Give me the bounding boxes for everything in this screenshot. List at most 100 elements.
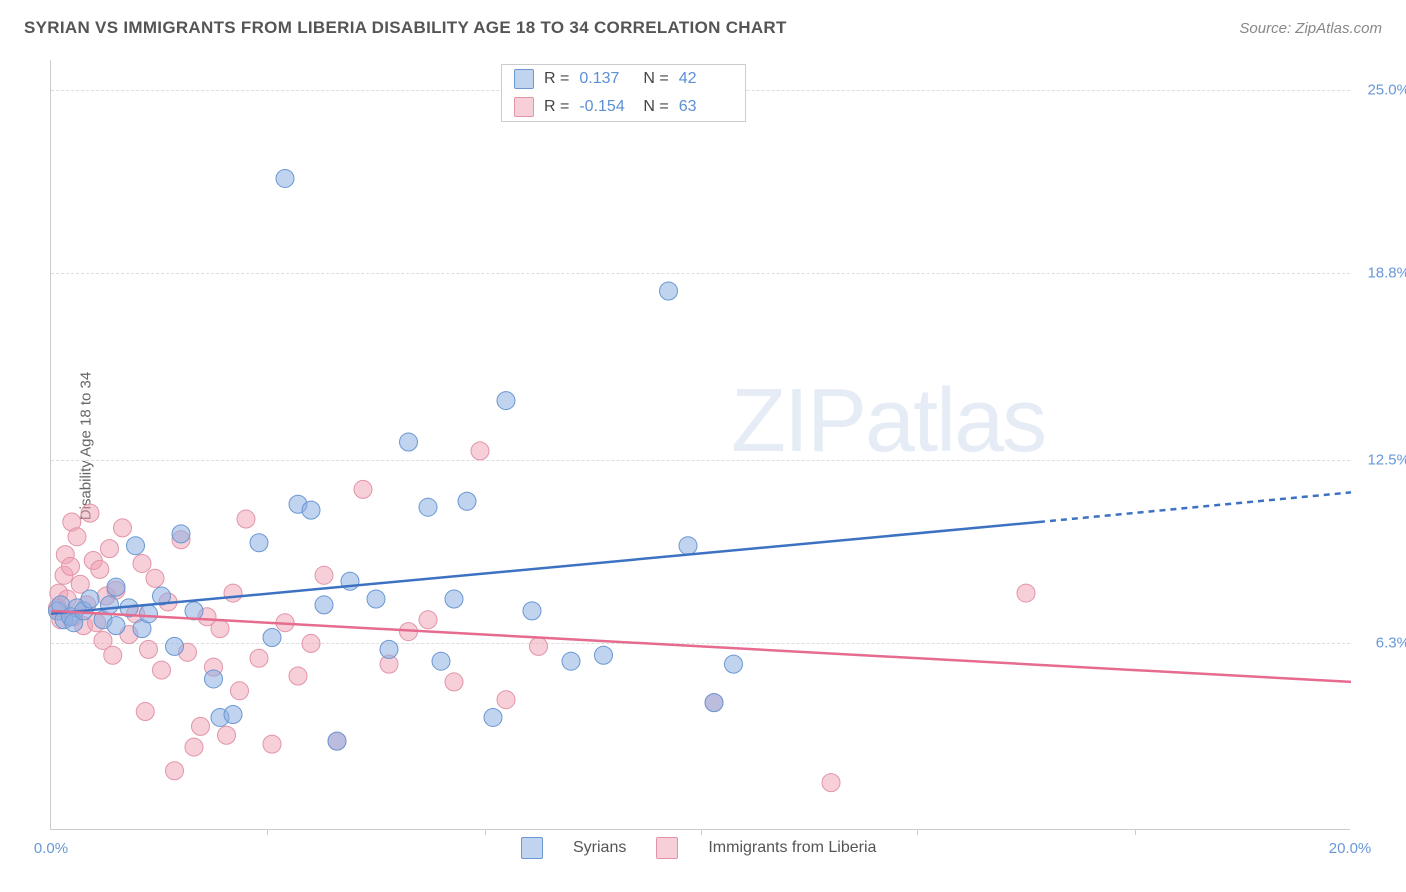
- point-liberia: [289, 667, 307, 685]
- point-liberia: [231, 682, 249, 700]
- point-syrians: [276, 169, 294, 187]
- point-liberia: [146, 569, 164, 587]
- point-liberia: [62, 557, 80, 575]
- point-liberia: [68, 528, 86, 546]
- point-liberia: [166, 762, 184, 780]
- point-syrians: [172, 525, 190, 543]
- trend-syrians-ext: [1039, 492, 1351, 522]
- stats-N-liberia: 63: [679, 98, 733, 116]
- point-syrians: [302, 501, 320, 519]
- stats-R-syrians: 0.137: [579, 70, 633, 88]
- legend-label-liberia: Immigrants from Liberia: [708, 839, 876, 857]
- point-syrians: [127, 537, 145, 555]
- point-liberia: [419, 611, 437, 629]
- point-syrians: [107, 617, 125, 635]
- point-syrians: [81, 590, 99, 608]
- point-syrians: [101, 596, 119, 614]
- point-syrians: [484, 708, 502, 726]
- point-syrians: [367, 590, 385, 608]
- x-tick: [701, 829, 702, 835]
- point-syrians: [400, 433, 418, 451]
- point-syrians: [445, 590, 463, 608]
- point-syrians: [205, 670, 223, 688]
- point-syrians: [166, 637, 184, 655]
- point-syrians: [140, 605, 158, 623]
- y-tick-label: 25.0%: [1355, 81, 1406, 98]
- point-syrians: [380, 640, 398, 658]
- stats-R-label: R =: [544, 70, 569, 88]
- y-tick-label: 12.5%: [1355, 451, 1406, 468]
- trend-syrians: [51, 522, 1039, 614]
- point-syrians: [497, 392, 515, 410]
- point-syrians: [458, 492, 476, 510]
- x-axis-max-label: 20.0%: [1329, 840, 1372, 857]
- point-liberia: [104, 646, 122, 664]
- point-liberia: [114, 519, 132, 537]
- x-tick: [267, 829, 268, 835]
- point-liberia: [136, 703, 154, 721]
- stats-R-liberia: -0.154: [579, 98, 633, 116]
- chart-svg: [51, 60, 1350, 829]
- point-liberia: [471, 442, 489, 460]
- point-syrians: [107, 578, 125, 596]
- trend-liberia: [51, 611, 1351, 682]
- point-syrians: [224, 706, 242, 724]
- point-syrians: [432, 652, 450, 670]
- point-liberia: [354, 480, 372, 498]
- point-syrians: [419, 498, 437, 516]
- point-syrians: [328, 732, 346, 750]
- stats-row-syrians: R = 0.137 N = 42: [502, 65, 745, 93]
- point-syrians: [523, 602, 541, 620]
- point-syrians: [660, 282, 678, 300]
- point-liberia: [218, 726, 236, 744]
- x-axis-min-label: 0.0%: [34, 840, 68, 857]
- chart-title: SYRIAN VS IMMIGRANTS FROM LIBERIA DISABI…: [24, 18, 787, 38]
- stats-R-label: R =: [544, 98, 569, 116]
- point-liberia: [237, 510, 255, 528]
- point-syrians: [263, 629, 281, 647]
- x-tick: [1135, 829, 1136, 835]
- point-liberia: [211, 620, 229, 638]
- legend-swatch-liberia: [656, 837, 678, 859]
- x-tick: [917, 829, 918, 835]
- point-liberia: [91, 560, 109, 578]
- stats-N-label: N =: [643, 70, 668, 88]
- point-liberia: [250, 649, 268, 667]
- point-syrians: [315, 596, 333, 614]
- point-liberia: [822, 774, 840, 792]
- point-syrians: [595, 646, 613, 664]
- point-syrians: [725, 655, 743, 673]
- point-liberia: [445, 673, 463, 691]
- point-liberia: [263, 735, 281, 753]
- swatch-syrians: [514, 69, 534, 89]
- bottom-legend: Syrians Immigrants from Liberia: [521, 837, 876, 859]
- stats-legend-box: R = 0.137 N = 42 R = -0.154 N = 63: [501, 64, 746, 122]
- legend-label-syrians: Syrians: [573, 839, 626, 857]
- legend-swatch-syrians: [521, 837, 543, 859]
- point-syrians: [705, 694, 723, 712]
- point-syrians: [679, 537, 697, 555]
- point-liberia: [315, 566, 333, 584]
- y-tick-label: 6.3%: [1355, 635, 1406, 652]
- point-liberia: [530, 637, 548, 655]
- point-liberia: [1017, 584, 1035, 602]
- source-prefix: Source:: [1239, 20, 1295, 37]
- point-syrians: [562, 652, 580, 670]
- stats-row-liberia: R = -0.154 N = 63: [502, 93, 745, 121]
- swatch-liberia: [514, 97, 534, 117]
- point-liberia: [224, 584, 242, 602]
- plot-area: ZIPatlas 6.3%12.5%18.8%25.0% R = 0.137 N…: [50, 60, 1350, 830]
- source-name: ZipAtlas.com: [1295, 20, 1382, 37]
- point-liberia: [497, 691, 515, 709]
- point-liberia: [302, 634, 320, 652]
- source-attribution: Source: ZipAtlas.com: [1239, 20, 1382, 37]
- y-tick-label: 18.8%: [1355, 265, 1406, 282]
- point-syrians: [250, 534, 268, 552]
- point-liberia: [192, 717, 210, 735]
- point-liberia: [81, 504, 99, 522]
- point-liberia: [153, 661, 171, 679]
- point-liberia: [133, 554, 151, 572]
- point-liberia: [140, 640, 158, 658]
- point-liberia: [185, 738, 203, 756]
- stats-N-label: N =: [643, 98, 668, 116]
